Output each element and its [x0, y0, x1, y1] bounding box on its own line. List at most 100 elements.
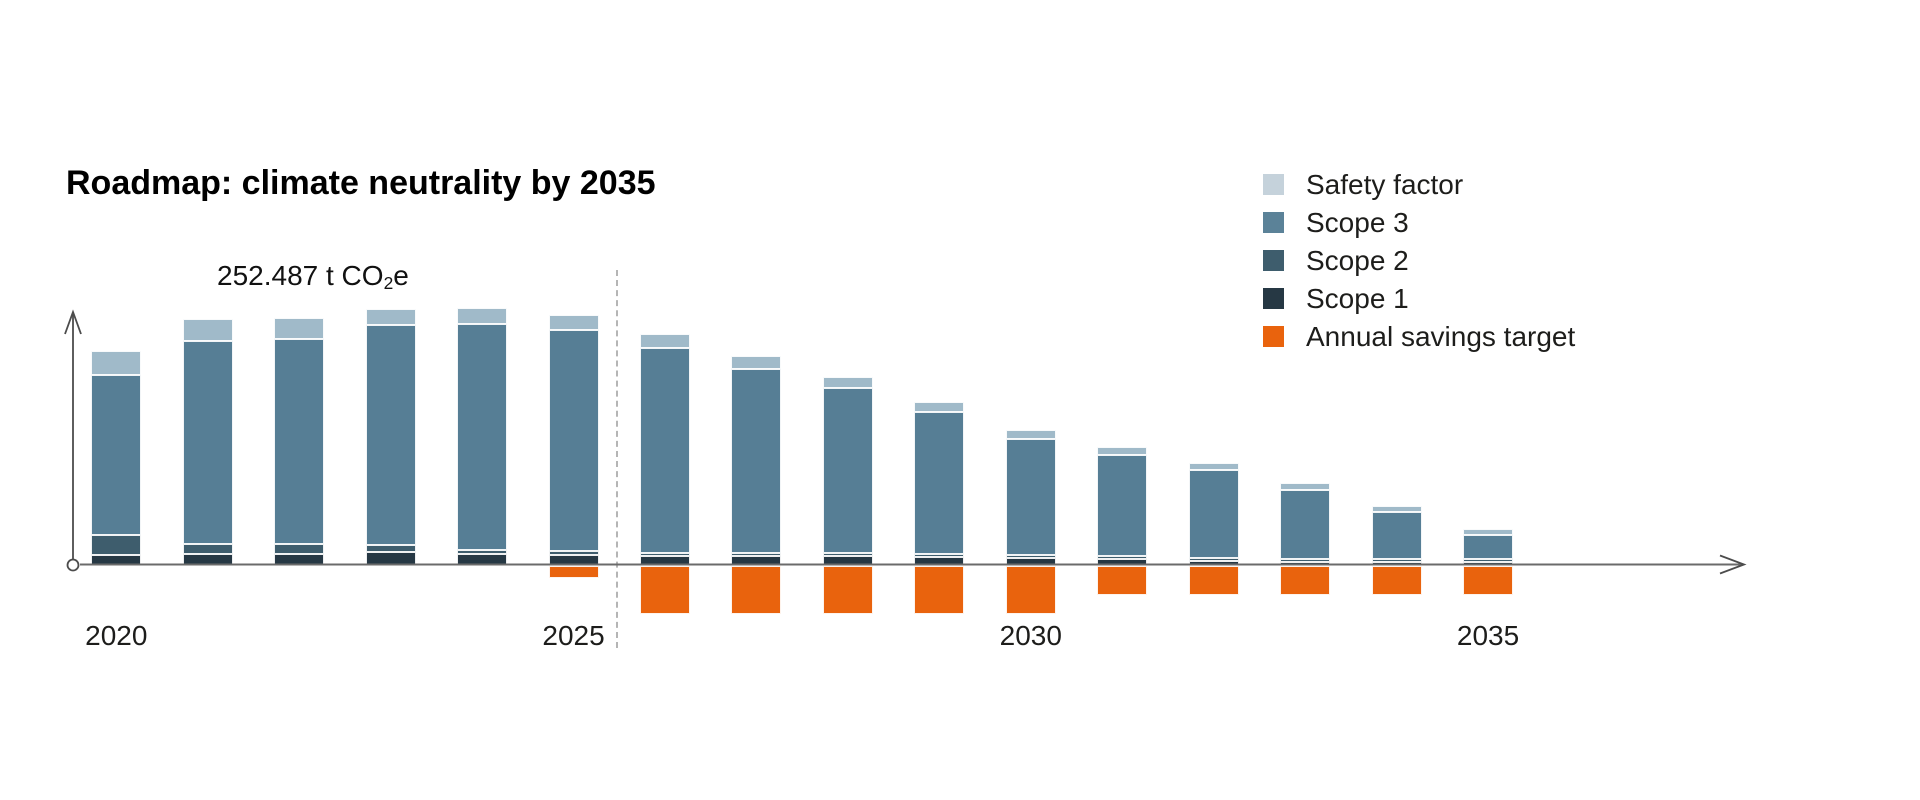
segment-scope-3	[731, 369, 782, 553]
segment-annual-savings-target-2032	[1188, 566, 1239, 595]
segment-scope-3	[457, 324, 508, 550]
segment-scope-2	[548, 551, 599, 555]
segment-scope-2	[1188, 558, 1239, 561]
segment-scope-2	[1463, 559, 1514, 562]
segment-safety-factor	[822, 377, 873, 388]
segment-annual-savings-target-2027	[731, 566, 782, 614]
legend-item-safety-factor: Safety factor	[1263, 170, 1575, 198]
segment-annual-savings-target-2034	[1371, 566, 1422, 595]
legend-item-scope-2: Scope 2	[1263, 246, 1575, 274]
segment-scope-1	[914, 557, 965, 565]
segment-annual-savings-target-2025	[548, 566, 599, 578]
segment-safety-factor	[91, 351, 142, 375]
segment-safety-factor	[640, 334, 690, 348]
bar-2020	[91, 351, 142, 565]
legend-swatch-icon	[1263, 174, 1284, 195]
segment-scope-1	[1280, 562, 1331, 565]
segment-annual-savings-target-2030	[1005, 566, 1056, 614]
chart-title: Roadmap: climate neutrality by 2035	[66, 164, 656, 202]
legend-item-scope-3: Scope 3	[1263, 208, 1575, 236]
segment-scope-3	[365, 325, 416, 545]
segment-scope-1	[731, 556, 782, 565]
segment-scope-3	[1097, 455, 1148, 556]
segment-scope-3	[822, 388, 873, 553]
legend-item-label: Annual savings target	[1306, 320, 1576, 352]
segment-safety-factor	[457, 308, 508, 324]
legend-item-label: Scope 1	[1306, 282, 1409, 314]
peak-value-suffix: e	[393, 260, 409, 291]
x-axis-label-2020: 2020	[85, 620, 148, 651]
segment-safety-factor	[1188, 463, 1239, 470]
segment-safety-factor	[1371, 506, 1422, 512]
segment-annual-savings-target-2035	[1463, 566, 1514, 595]
segment-annual-savings-target-2029	[914, 566, 965, 614]
legend-item-label: Scope 3	[1306, 206, 1409, 238]
segment-annual-savings-target-2033	[1280, 566, 1331, 595]
segment-scope-2	[1371, 559, 1422, 562]
bar-2025	[548, 315, 599, 565]
segment-safety-factor	[1097, 447, 1148, 455]
segment-scope-2	[731, 553, 782, 556]
segment-scope-2	[1005, 555, 1056, 558]
segment-scope-2	[274, 544, 325, 554]
co2-subscript: 2	[383, 272, 394, 293]
segment-scope-3	[274, 339, 325, 544]
segment-scope-2	[365, 545, 416, 552]
segment-scope-1	[1005, 558, 1056, 565]
segment-scope-2	[91, 535, 142, 555]
segment-scope-1	[1463, 562, 1514, 565]
segment-scope-3	[1188, 470, 1239, 558]
bar-2027	[731, 356, 782, 565]
segment-safety-factor	[914, 402, 965, 412]
segment-scope-2	[457, 550, 508, 554]
legend-item-label: Scope 2	[1306, 244, 1409, 276]
segment-scope-1	[640, 556, 690, 565]
bar-2026	[640, 334, 690, 565]
x-axis-label-2035: 2035	[1456, 620, 1520, 651]
segment-scope-1	[548, 555, 599, 565]
segment-annual-savings-target-2028	[822, 566, 873, 614]
legend-item-label: Safety factor	[1306, 168, 1464, 200]
legend-swatch-icon	[1263, 212, 1284, 233]
segment-scope-3	[91, 375, 142, 535]
segment-scope-1	[457, 554, 508, 565]
bar-2034	[1371, 506, 1422, 565]
bar-2033	[1280, 483, 1331, 565]
forecast-divider-dashed-line	[616, 270, 618, 648]
segment-scope-2	[1280, 559, 1331, 562]
segment-annual-savings-target-2031	[1097, 566, 1148, 595]
segment-safety-factor	[1005, 430, 1056, 439]
segment-scope-1	[274, 554, 325, 565]
segment-safety-factor	[365, 309, 416, 325]
bar-2035	[1463, 529, 1514, 565]
segment-scope-2	[822, 553, 873, 556]
legend-item-scope-1: Scope 1	[1263, 284, 1575, 312]
segment-scope-1	[182, 554, 233, 565]
segment-scope-1	[1371, 562, 1422, 565]
bar-2031	[1097, 447, 1148, 565]
segment-annual-savings-target-2026	[640, 566, 690, 614]
segment-scope-3	[548, 330, 599, 551]
segment-scope-2	[182, 544, 233, 554]
bar-2030	[1005, 430, 1056, 565]
segment-safety-factor	[1463, 529, 1514, 535]
bar-2028	[822, 377, 873, 565]
bar-2021	[182, 319, 233, 565]
segment-scope-1	[91, 555, 142, 565]
segment-scope-3	[914, 412, 965, 554]
peak-value-annotation: 252.487 t CO2e	[217, 260, 409, 293]
segment-scope-3	[1005, 439, 1056, 555]
peak-value-text: 252.487 t CO	[217, 260, 384, 291]
segment-scope-2	[1097, 556, 1148, 559]
segment-scope-1	[365, 552, 416, 565]
segment-scope-2	[640, 553, 690, 556]
x-axis-label-2030: 2030	[999, 620, 1062, 651]
segment-scope-1	[1188, 561, 1239, 565]
bar-2024	[457, 308, 508, 565]
segment-scope-1	[822, 556, 873, 565]
legend-swatch-icon	[1263, 326, 1284, 347]
bar-2023	[365, 309, 416, 565]
segment-scope-1	[1097, 559, 1148, 565]
x-axis-label-2025: 2025	[542, 620, 605, 651]
